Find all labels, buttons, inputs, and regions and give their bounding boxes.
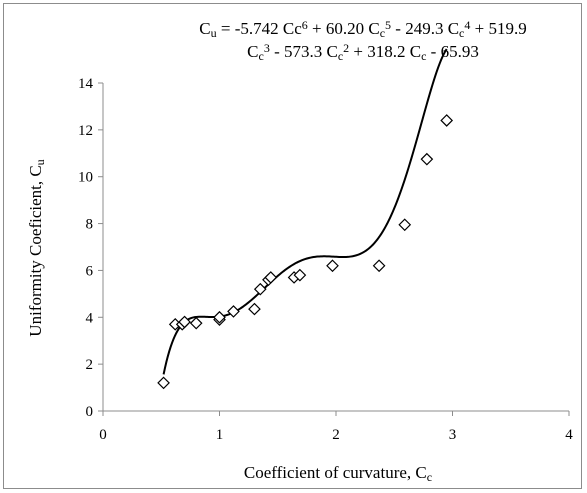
equation-line-1: Cu = -5.742 Cc6 + 60.20 Cc5 - 249.3 Cc4 … [199,18,526,40]
y-tick-label: 6 [86,263,94,279]
equation-line-2-part: 2 [343,41,349,55]
equation-line-1-part: = -5.742 Cc [217,19,303,38]
y-tick-label: 8 [86,217,94,233]
equation-line-2-part: c [421,49,426,63]
y-tick-label: 12 [78,123,93,139]
data-point-marker [264,271,278,284]
equation-line-2-part: - 65.93 [426,42,478,61]
equation-line-1-part: u [211,26,217,40]
x-axis-label: Coefficient of curvature, Cc [244,463,432,484]
equation-line-1-part: c [459,26,464,40]
equation-line-2-part: - 573.3 C [270,42,338,61]
data-point-marker [248,302,261,316]
data-point-marker [398,218,412,232]
data-point-marker [253,282,267,296]
equation-line-1-part: + 519.9 [470,19,526,38]
y-tick-label: 10 [78,170,93,186]
x-tick-label: 0 [99,427,107,443]
equation-line-2-part: 3 [264,41,270,55]
equation-line-1-part: C [199,19,210,38]
axes [102,83,569,412]
equation-line-2-part: + 318.2 C [349,42,421,61]
equation-line-1-part: 6 [302,18,308,32]
data-point-marker [293,268,307,282]
fit-curve [162,48,448,375]
data-point-marker [178,315,191,329]
x-tick-label: 4 [565,427,573,443]
x-tick-label: 3 [449,427,457,443]
y-tick-label: 4 [86,310,94,326]
data-point-marker [420,152,434,166]
data-point-marker [326,259,339,273]
data-point-marker [189,316,203,330]
data-point-marker [440,114,454,127]
equation-line-1-part: 4 [464,18,470,32]
data-point-marker [372,259,386,273]
data-point-marker [157,376,170,390]
equation-line-1-part: - 249.3 C [391,19,459,38]
y-tick-label: 14 [78,76,94,92]
equation-line-2: Cc3 - 573.3 Cc2 + 318.2 Cc - 65.93 [247,41,479,63]
y-axis-label: Uniformity Coeficient, Cu [26,159,47,336]
equation-line-1-part: + 60.20 C [308,19,380,38]
equation-line-2-part: c [259,49,264,63]
equation-line-2-part: C [247,42,258,61]
y-tick-label: 0 [86,404,94,420]
y-tick-label: 2 [86,357,94,373]
x-tick-label: 2 [332,427,340,443]
chart-frame [3,3,582,489]
equation-line-1-part: c [380,26,385,40]
data-point-marker [213,310,226,324]
x-tick-label: 1 [216,427,224,443]
data-points [157,114,454,390]
equation-line-2-part: c [338,49,343,63]
equation-line-1-part: 5 [385,18,391,32]
data-point-marker [227,305,240,318]
